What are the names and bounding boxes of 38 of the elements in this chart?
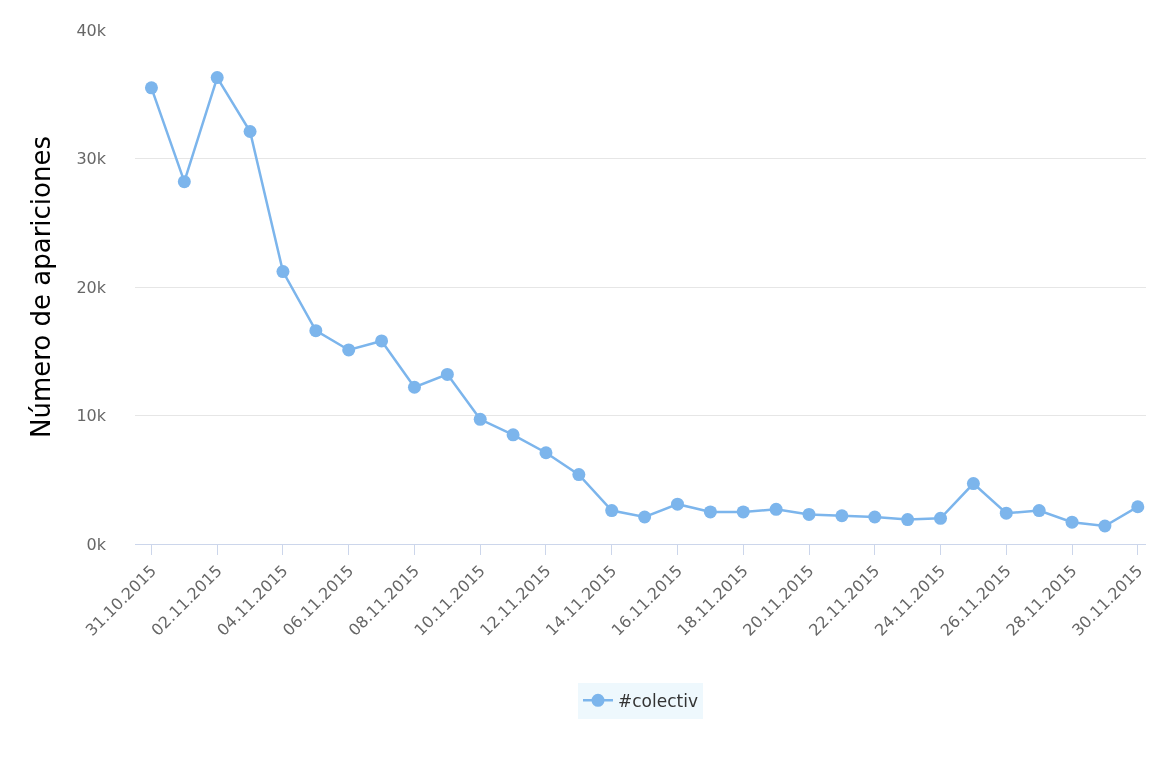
point (868, 510, 882, 524)
point (342, 343, 356, 357)
point (966, 477, 980, 491)
point (901, 513, 915, 527)
y-tick-label: 0k (86, 534, 107, 554)
y-tick-label: 40k (76, 20, 107, 40)
y-tick-label: 20k (76, 277, 107, 297)
point (769, 502, 783, 516)
point (539, 446, 553, 460)
point (835, 509, 849, 523)
point (671, 497, 684, 511)
y-tick-label: 30k (76, 149, 107, 169)
y-axis-title: Número de apariciones (25, 135, 56, 439)
point (177, 175, 191, 189)
point (506, 428, 520, 442)
point (407, 380, 421, 394)
point (243, 125, 257, 138)
point (1065, 515, 1079, 529)
point (440, 367, 454, 381)
point (934, 511, 948, 525)
point (802, 507, 816, 521)
point (276, 265, 290, 279)
point (473, 412, 487, 426)
y-tick-label: 10k (76, 406, 107, 426)
legend-label: #colectiv (618, 690, 698, 711)
point (1032, 504, 1046, 518)
point (605, 504, 619, 518)
point (638, 510, 652, 524)
point (736, 505, 750, 519)
point (144, 81, 158, 95)
point (703, 505, 717, 519)
point (309, 324, 323, 338)
point (1131, 500, 1145, 514)
point (572, 468, 586, 482)
point (999, 506, 1013, 520)
point (1098, 519, 1112, 533)
point (375, 334, 389, 348)
point (210, 71, 224, 85)
